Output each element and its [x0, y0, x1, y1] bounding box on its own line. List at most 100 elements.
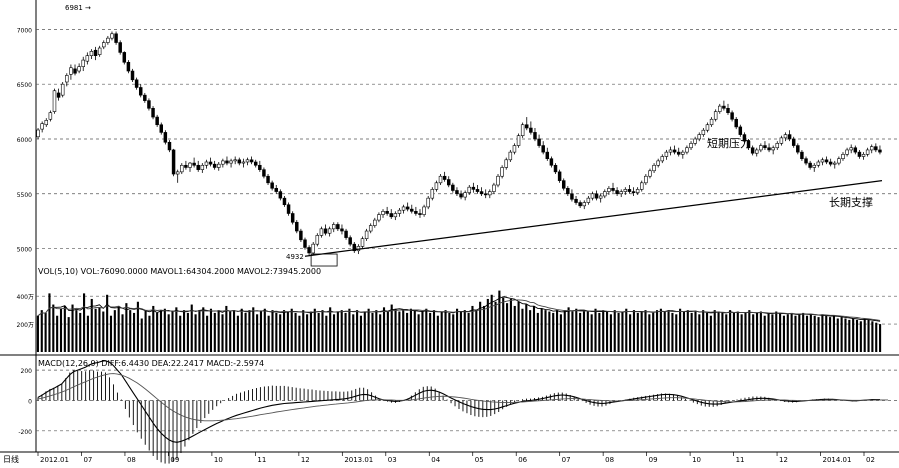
candle-body [586, 197, 591, 203]
candle-body [492, 184, 496, 192]
candle-body [130, 70, 135, 81]
candle-body [348, 237, 352, 245]
x-tick-label: 12 [301, 456, 310, 464]
candle-body [488, 191, 492, 196]
candle-body [611, 187, 615, 191]
macd-dea-line [37, 373, 888, 422]
x-tick-label: 05 [475, 456, 484, 464]
candle-body [364, 230, 369, 239]
x-tick-label: 10 [692, 456, 701, 464]
candle-body [512, 145, 517, 153]
x-tick-label: 04 [431, 456, 440, 464]
candle-body [533, 132, 537, 140]
candle-body [755, 149, 759, 154]
candle-body [607, 187, 611, 192]
candle-body [623, 189, 628, 192]
candle-body [114, 33, 118, 43]
candle-body [110, 33, 114, 39]
candle-body [615, 190, 619, 195]
candle-body [393, 213, 398, 218]
candle-body [118, 42, 122, 53]
price-tick-label: 6500 [17, 82, 32, 89]
x-tick-label: 11 [736, 456, 745, 464]
candle-body [767, 147, 771, 151]
candle-body [841, 154, 845, 160]
candle-body [479, 191, 484, 195]
candle-body [627, 189, 632, 192]
x-tick-label: 2014.01 [823, 456, 852, 464]
candle-body [845, 149, 849, 155]
candle-body [323, 228, 328, 234]
candle-body [496, 175, 500, 186]
candle-body [783, 134, 788, 139]
x-tick-label: 12 [779, 456, 788, 464]
candle-body [787, 134, 792, 140]
candle-body [184, 164, 188, 168]
candle-body [746, 140, 751, 149]
candle-body [837, 158, 841, 164]
candle-body [828, 161, 833, 165]
candle-body [709, 118, 714, 126]
candle-body [857, 151, 862, 157]
candle-body [266, 175, 270, 184]
candle-body [775, 143, 780, 149]
candle-body [175, 171, 180, 175]
candle-body [303, 239, 307, 248]
candle-body [763, 145, 767, 149]
panel-frames [0, 0, 899, 453]
candle-body [48, 112, 53, 120]
candle-body [635, 189, 640, 193]
candle-body [167, 141, 172, 151]
candle-body [861, 154, 866, 157]
price-tick-label: 5500 [17, 192, 32, 199]
candle-body [340, 228, 344, 232]
candle-body [500, 167, 504, 177]
candle-body [520, 124, 525, 136]
candle-body [44, 120, 49, 126]
candle-body [352, 243, 357, 252]
candle-body [660, 156, 665, 162]
candle-body [726, 107, 730, 113]
candle-body [286, 204, 291, 214]
candle-body [849, 147, 853, 151]
candle-body [800, 151, 804, 160]
annotation-support: 长期支撑 [829, 195, 873, 209]
candle-body [750, 147, 755, 154]
low-marker-box [310, 253, 338, 267]
candle-body [200, 164, 205, 170]
candle-body [808, 162, 812, 168]
candle-body [718, 105, 722, 112]
candle-body [336, 224, 340, 230]
candle-body [126, 61, 131, 72]
candle-body [106, 37, 110, 43]
candle-body [77, 66, 81, 72]
candle-body [319, 228, 324, 236]
candle-body [874, 146, 878, 151]
x-tick-label: 11 [257, 456, 266, 464]
candle-body [405, 206, 410, 210]
candle-body [676, 151, 681, 155]
macd-tick-label: 0 [28, 398, 32, 405]
candle-body [631, 191, 636, 193]
macd-tick-label: -200 [18, 429, 32, 436]
candle-body [734, 118, 738, 128]
candle-body [258, 164, 262, 170]
candle-body [549, 158, 554, 166]
candle-body [143, 94, 147, 101]
candle-body [701, 129, 706, 135]
candle-body [816, 161, 821, 166]
candle-body [155, 116, 159, 126]
candle-body [459, 193, 463, 198]
candle-body [525, 124, 529, 129]
annotation-pressure: 短期压力 [707, 136, 751, 150]
candle-body [85, 55, 90, 62]
candle-body [151, 107, 155, 118]
candle-body [138, 87, 143, 96]
candle-body [463, 192, 467, 198]
candle-body [93, 49, 98, 56]
candle-body [648, 170, 652, 177]
x-tick-label: 08 [127, 456, 136, 464]
candle-body [60, 83, 65, 96]
